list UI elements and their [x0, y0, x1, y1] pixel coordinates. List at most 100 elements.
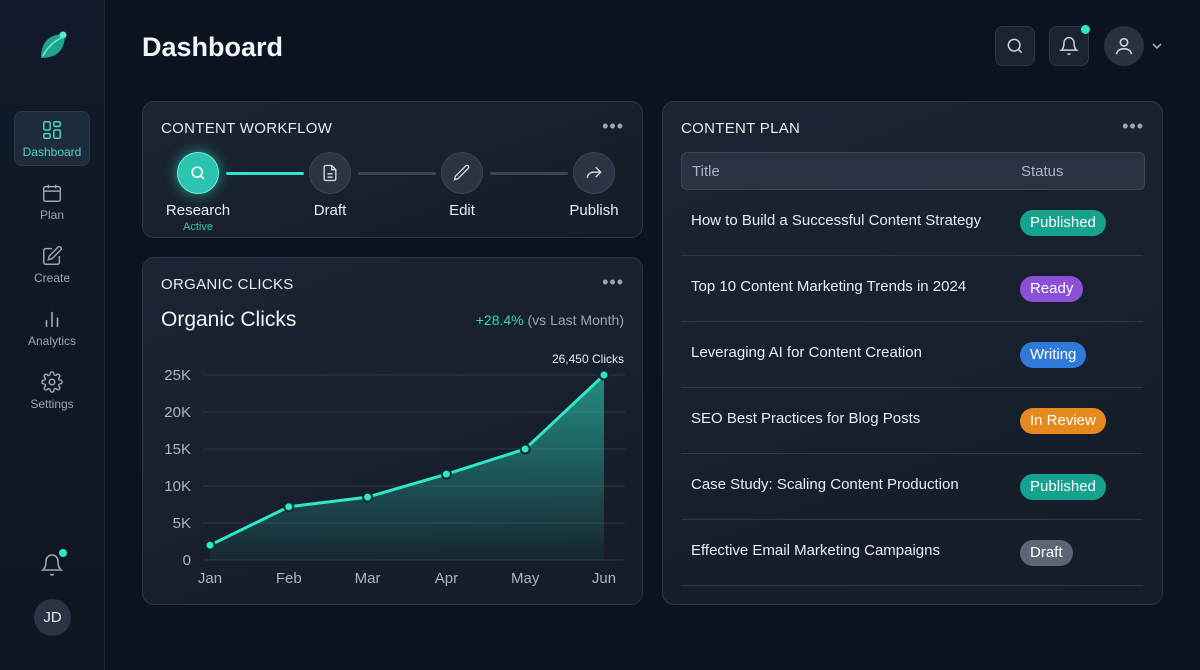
growth-indicator: +28.4% (vs Last Month) [476, 312, 624, 328]
avatar[interactable]: JD [34, 599, 71, 636]
sidebar-item-label: Settings [30, 396, 74, 411]
x-tick-label: Jan [198, 570, 222, 587]
bars-icon [45, 311, 59, 327]
sidebar-item-settings[interactable]: Settings [14, 363, 90, 418]
column-header-status[interactable]: Status [1021, 163, 1064, 180]
user-avatar[interactable] [1104, 26, 1144, 66]
content-plan-card: CONTENT PLAN ••• Title Status How to Bui… [662, 101, 1163, 605]
more-options-icon[interactable]: ••• [602, 272, 624, 292]
workflow-step-draft[interactable]: Draft [290, 152, 370, 219]
sidebar: Dashboard Plan Create Analytics [0, 0, 105, 670]
gear-icon [41, 370, 63, 393]
series-area [210, 375, 604, 560]
bell-icon [1059, 36, 1079, 56]
data-point[interactable] [440, 468, 452, 480]
row-title: Top 10 Content Marketing Trends in 2024 [691, 278, 967, 295]
data-point[interactable] [204, 539, 216, 551]
sidebar-item-label: Analytics [27, 333, 77, 348]
workflow-step-circle [441, 152, 483, 194]
bell-icon[interactable] [40, 553, 64, 577]
grid-icon [43, 120, 61, 139]
x-tick-label: Apr [435, 570, 458, 587]
sidebar-item-analytics[interactable]: Analytics [14, 300, 90, 355]
search-icon [191, 166, 205, 180]
calendar-icon [43, 184, 61, 202]
row-title: How to Build a Successful Content Strate… [691, 212, 982, 229]
search-icon [1007, 38, 1023, 54]
notification-dot [1081, 25, 1090, 34]
status-badge: Published [1020, 210, 1106, 236]
x-tick-label: Mar [355, 570, 381, 587]
row-title: Leveraging AI for Content Creation [691, 344, 922, 361]
growth-note: (vs Last Month) [527, 312, 624, 328]
workflow-step-circle [309, 152, 351, 194]
document-icon [323, 164, 337, 182]
data-point[interactable] [519, 443, 531, 455]
table-row[interactable]: Effective Email Marketing Campaigns Draft [681, 520, 1143, 586]
series-line [209, 373, 606, 547]
status-badge: Draft [1020, 540, 1073, 566]
data-point[interactable] [598, 369, 610, 381]
chart-heading: Organic Clicks [161, 308, 297, 331]
data-point[interactable] [283, 501, 295, 513]
more-options-icon[interactable]: ••• [1122, 116, 1144, 136]
more-options-icon[interactable]: ••• [602, 116, 624, 136]
sidebar-item-create[interactable]: Create [14, 237, 90, 292]
table-row[interactable]: Top 10 Content Marketing Trends in 2024 R… [681, 256, 1143, 322]
card-title: ORGANIC CLICKS [161, 276, 294, 293]
workflow-step-circle [177, 152, 219, 194]
y-tick-label: 10K [164, 478, 191, 495]
y-tick-label: 5K [173, 515, 191, 532]
table-row[interactable]: Leveraging AI for Content Creation Writin… [681, 322, 1143, 388]
status-badge: Ready [1020, 276, 1084, 302]
search-button[interactable] [995, 26, 1035, 66]
sidebar-item-label: Plan [39, 207, 65, 222]
workflow-step-circle [573, 152, 615, 194]
table-row[interactable]: SEO Best Practices for Blog Posts In Revi… [681, 388, 1143, 454]
status-badge: Writing [1020, 342, 1087, 368]
workflow-step-edit[interactable]: Edit [422, 152, 502, 219]
edit-icon [43, 245, 62, 265]
pencil-icon [453, 164, 470, 181]
sidebar-item-dashboard[interactable]: Dashboard [14, 111, 90, 166]
workflow-step-publish[interactable]: Publish [554, 152, 634, 219]
page-title: Dashboard [142, 32, 284, 62]
table-header: Title Status [681, 152, 1145, 190]
data-annotation: 26,450 Clicks [552, 352, 624, 366]
workflow-connector [490, 172, 568, 175]
sidebar-item-plan[interactable]: Plan [14, 174, 90, 229]
workflow-step-status: Active [183, 221, 213, 233]
organic-clicks-card: ORGANIC CLICKS ••• Organic Clicks +28.4%… [142, 257, 643, 605]
y-tick-label: 15K [164, 441, 191, 458]
growth-value: +28.4% [475, 312, 524, 328]
share-icon [586, 166, 602, 179]
y-tick-label: 20K [164, 404, 191, 421]
workflow-step-research[interactable]: Research Active [158, 152, 238, 233]
row-title: Effective Email Marketing Campaigns [691, 542, 940, 559]
sidebar-item-label: Create [33, 270, 71, 285]
x-tick-label: Feb [276, 570, 302, 587]
row-title: SEO Best Practices for Blog Posts [691, 410, 921, 427]
x-tick-label: May [511, 570, 540, 587]
content-workflow-card: CONTENT WORKFLOW ••• Research Active Dra… [142, 101, 643, 238]
workflow-step-label: Research [165, 202, 231, 219]
table-row[interactable]: How to Build a Successful Content Strate… [681, 190, 1143, 256]
status-badge: Published [1020, 474, 1106, 500]
status-badge: In Review [1020, 408, 1106, 434]
workflow-connector [226, 172, 304, 175]
row-title: Case Study: Scaling Content Production [691, 476, 959, 493]
y-tick-label: 25K [164, 367, 191, 384]
user-icon [1115, 37, 1133, 55]
workflow-step-label: Edit [449, 202, 475, 219]
data-point[interactable] [362, 491, 374, 503]
organic-clicks-chart: 0 5K 10K 15K 20K 25K Jan Feb Mar Apr May Jun 26,450… [164, 352, 625, 587]
notification-dot [59, 549, 67, 557]
card-title: CONTENT WORKFLOW [161, 120, 333, 137]
column-header-title[interactable]: Title [692, 163, 720, 180]
chevron-down-icon[interactable] [1151, 40, 1163, 52]
table-row[interactable]: Case Study: Scaling Content Production Pu… [681, 454, 1143, 520]
workflow-connector [358, 172, 436, 175]
workflow-step-label: Draft [313, 202, 347, 219]
sidebar-nav: Dashboard Plan Create Analytics [14, 111, 90, 426]
x-tick-label: Jun [592, 570, 616, 587]
